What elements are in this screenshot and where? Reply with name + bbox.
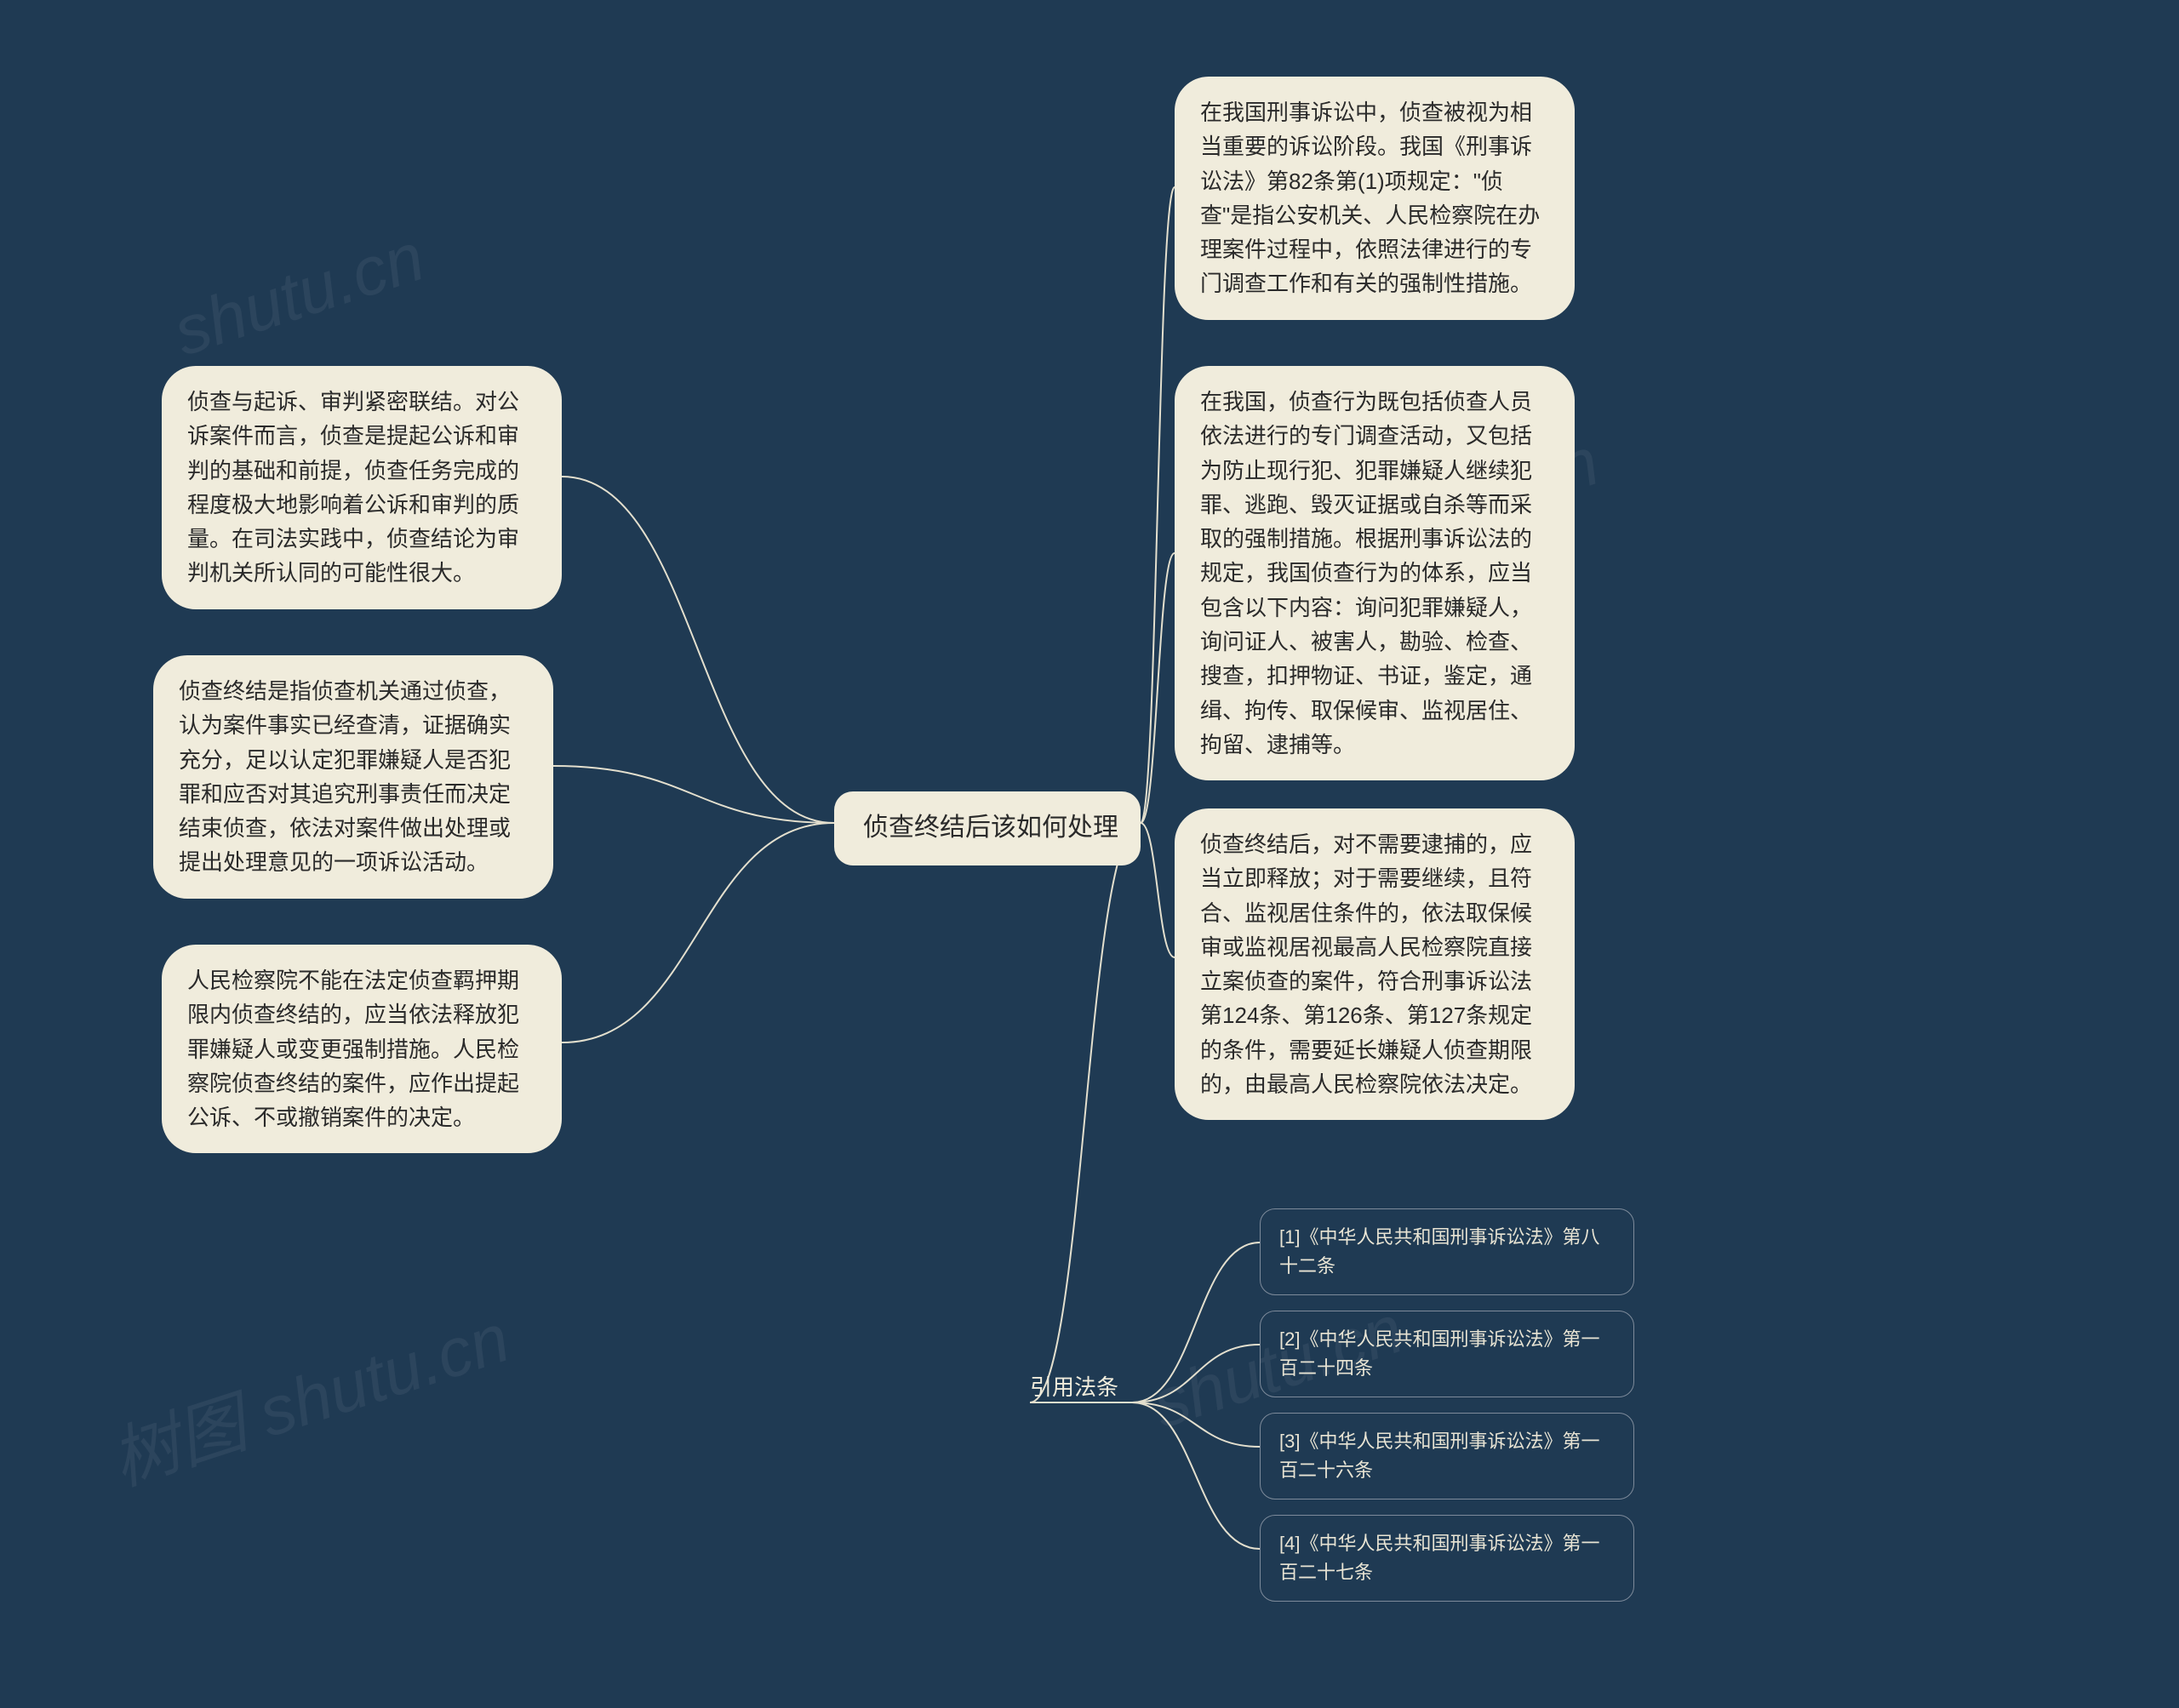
right-node[interactable]: 侦查终结后，对不需要逮捕的，应当立即释放；对于需要继续，且符合、监视居住条件的，…: [1175, 808, 1575, 1120]
citation-node[interactable]: [4]《中华人民共和国刑事诉讼法》第一百二十七条: [1260, 1515, 1634, 1602]
left-node[interactable]: 侦查与起诉、审判紧密联结。对公诉案件而言，侦查是提起公诉和审判的基础和前提，侦查…: [162, 366, 562, 609]
citation-node[interactable]: [2]《中华人民共和国刑事诉讼法》第一百二十四条: [1260, 1311, 1634, 1397]
watermark: 树图 shutu.cn: [97, 1283, 520, 1505]
mindmap-canvas: shutu.cn树图 shutu.cn树图 shutu.cnshutu.cn侦查…: [0, 0, 2179, 1708]
sub-node-citations[interactable]: 引用法条: [1030, 1370, 1118, 1402]
left-node[interactable]: 人民检察院不能在法定侦查羁押期限内侦查终结的，应当依法释放犯罪嫌疑人或变更强制措…: [162, 945, 562, 1153]
right-node[interactable]: 在我国刑事诉讼中，侦查被视为相当重要的诉讼阶段。我国《刑事诉讼法》第82条第(1…: [1175, 77, 1575, 320]
left-node[interactable]: 侦查终结是指侦查机关通过侦查，认为案件事实已经查清，证据确实充分，足以认定犯罪嫌…: [153, 655, 553, 899]
citation-node[interactable]: [3]《中华人民共和国刑事诉讼法》第一百二十六条: [1260, 1413, 1634, 1499]
watermark: shutu.cn: [164, 218, 433, 372]
center-node[interactable]: 侦查终结后该如何处理: [834, 791, 1141, 865]
right-node[interactable]: 在我国，侦查行为既包括侦查人员依法进行的专门调查活动，又包括为防止现行犯、犯罪嫌…: [1175, 366, 1575, 780]
citation-node[interactable]: [1]《中华人民共和国刑事诉讼法》第八十二条: [1260, 1208, 1634, 1295]
